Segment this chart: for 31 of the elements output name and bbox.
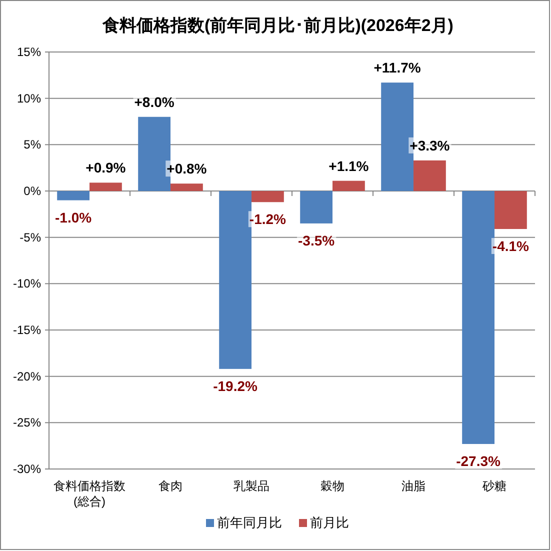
legend-label: 前月比 — [310, 515, 349, 530]
title: 食料価格指数(前年同月比･前月比)(2026年2月) — [102, 16, 454, 35]
y-tick-label: -15% — [12, 323, 41, 337]
value-label: +3.3% — [410, 137, 450, 154]
y-tick-label: 5% — [24, 138, 41, 152]
y-tick-label: 0% — [24, 184, 41, 198]
x-tick-label: 食料価格指数 (総合) — [54, 479, 126, 509]
y-tick-label: -20% — [12, 369, 41, 384]
value-label: +0.9% — [86, 160, 126, 176]
legend-label: 前年同月比 — [217, 515, 282, 530]
y-tick-label: 15% — [16, 45, 41, 59]
value-label: -27.3% — [456, 452, 500, 469]
value-label: +11.7% — [374, 60, 421, 76]
y-tick-label: -25% — [12, 416, 41, 430]
value-label: -1.2% — [249, 211, 286, 228]
value-label: +8.0% — [134, 94, 174, 110]
value-label: +0.8% — [166, 160, 207, 177]
y-tick-label: -10% — [12, 276, 41, 291]
x-tick-label: 砂糖 — [482, 479, 506, 493]
y-tick-label: 10% — [16, 91, 41, 106]
x-tick-label: 食肉 — [158, 479, 182, 493]
value-label: +1.1% — [328, 158, 369, 174]
value-label: -19.2% — [213, 378, 258, 394]
y-tick-label: -30% — [12, 462, 41, 476]
value-label: -1.0% — [55, 209, 92, 226]
x-tick-label: 穀物 — [320, 479, 344, 493]
x-tick-label: 乳製品 — [234, 479, 270, 493]
value-label: -3.5% — [298, 232, 335, 248]
value-label: -4.1% — [492, 238, 529, 254]
y-tick-label: -5% — [20, 230, 41, 244]
x-tick-label: 油脂 — [402, 479, 426, 493]
